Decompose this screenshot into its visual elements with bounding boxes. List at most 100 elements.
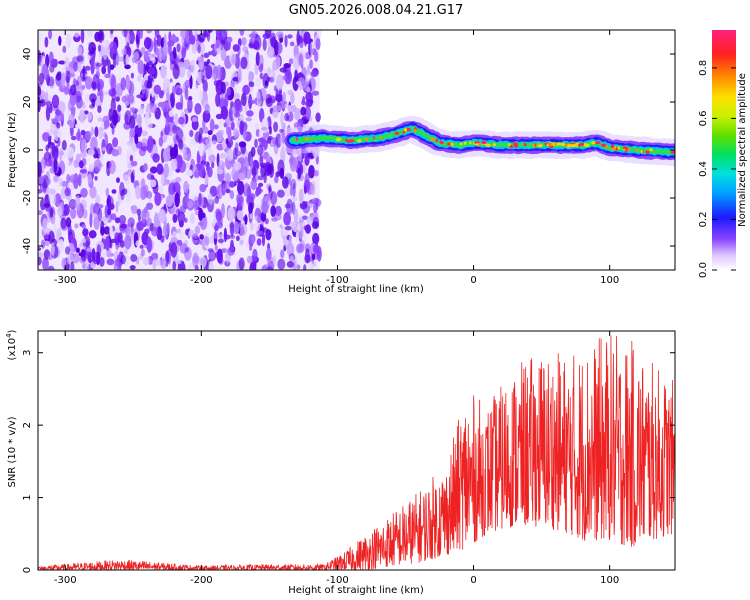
noise-blob (136, 94, 145, 99)
noise-blob (45, 105, 51, 121)
band-hotspot (335, 138, 341, 142)
noise-blob (103, 132, 107, 138)
noise-blob (45, 144, 49, 152)
band-hotspot (476, 142, 479, 146)
noise-blob (101, 65, 107, 75)
noise-blob (269, 32, 277, 46)
noise-blob (184, 247, 189, 253)
noise-blob (218, 160, 226, 169)
noise-blob (75, 96, 83, 109)
noise-blob (119, 181, 125, 197)
noise-blob (49, 103, 53, 114)
noise-blob (266, 266, 273, 270)
noise-blob (305, 92, 313, 103)
noise-blob (266, 137, 272, 144)
noise-blob (74, 123, 80, 129)
noise-blob (211, 161, 215, 169)
noise-blob (146, 173, 154, 181)
noise-blob (284, 34, 288, 48)
noise-blob (264, 30, 272, 38)
noise-blob (53, 157, 58, 174)
noise-blob (176, 228, 181, 234)
band-hotspot (509, 145, 513, 149)
noise-blob (242, 84, 250, 95)
noise-blob (105, 187, 110, 197)
noise-blob (176, 43, 181, 53)
noise-blob (85, 76, 93, 90)
noise-blob (78, 173, 82, 187)
colorbar-label: Normalized spectral amplitude (737, 73, 748, 227)
noise-blob (235, 103, 239, 117)
spec-ytick-label: 40 (22, 48, 33, 61)
noise-blob (85, 93, 90, 104)
noise-blob (294, 68, 298, 81)
noise-blob (123, 174, 130, 184)
noise-blob (240, 239, 244, 245)
snr-frame (37, 330, 676, 571)
noise-blob (38, 189, 43, 194)
noise-blob (238, 172, 246, 181)
noise-blob (120, 254, 126, 265)
band-hotspot (537, 142, 540, 146)
band-hotspot (357, 139, 362, 143)
noise-blob (314, 50, 319, 62)
noise-blob (269, 142, 277, 148)
noise-blob (188, 261, 193, 270)
noise-blob (153, 258, 162, 266)
noise-blob (304, 154, 310, 166)
noise-blob (264, 218, 269, 225)
spec-ytick-label: -40 (22, 238, 33, 254)
noise-blob (198, 163, 206, 178)
noise-blob (113, 258, 119, 270)
noise-blob (183, 152, 188, 161)
noise-blob (161, 101, 170, 113)
noise-blob (307, 202, 315, 207)
noise-blob (120, 56, 124, 62)
noise-blob (205, 65, 213, 80)
noise-blob (47, 254, 53, 261)
noise-blob (38, 247, 42, 251)
band-hotspot (615, 147, 618, 151)
noise-blob (257, 137, 265, 143)
noise-blob (97, 105, 102, 113)
spec-ytick-label: -20 (22, 190, 33, 206)
noise-blob (220, 129, 224, 136)
noise-blob (175, 177, 182, 183)
noise-blob (181, 135, 186, 143)
noise-blob (90, 62, 95, 75)
noise-blob (289, 152, 294, 166)
noise-blob (296, 223, 301, 233)
noise-blob (197, 221, 205, 226)
noise-blob (108, 160, 116, 175)
band-hotspot (447, 142, 451, 146)
snr-xlabel: Height of straight line (km) (288, 585, 424, 596)
noise-blob (205, 138, 209, 145)
noise-blob (124, 110, 132, 126)
noise-blob (121, 48, 127, 56)
noise-blob (277, 258, 286, 270)
noise-blob (134, 185, 141, 196)
noise-blob (177, 63, 186, 78)
noise-blob (198, 256, 207, 268)
noise-blob (117, 104, 122, 112)
noise-blob (228, 246, 235, 253)
noise-blob (127, 94, 135, 104)
noise-blob (276, 31, 284, 38)
noise-blob (53, 175, 59, 183)
noise-blob (38, 175, 44, 185)
noise-blob (192, 117, 198, 122)
noise-blob (151, 226, 159, 237)
band-hotspots (295, 127, 675, 154)
noise-blob (66, 173, 71, 184)
noise-blob (140, 146, 149, 152)
noise-blob (137, 114, 142, 128)
noise-blob (120, 223, 127, 229)
noise-blob (194, 103, 202, 115)
band-hotspot (532, 143, 535, 147)
snr-ytick-label: 2 (22, 422, 33, 428)
noise-blob (260, 165, 267, 177)
noise-blob (184, 79, 191, 88)
snr-ylabel: SNR (10 * v/v) (7, 416, 18, 487)
noise-blob (257, 175, 264, 181)
noise-blob (78, 160, 84, 169)
